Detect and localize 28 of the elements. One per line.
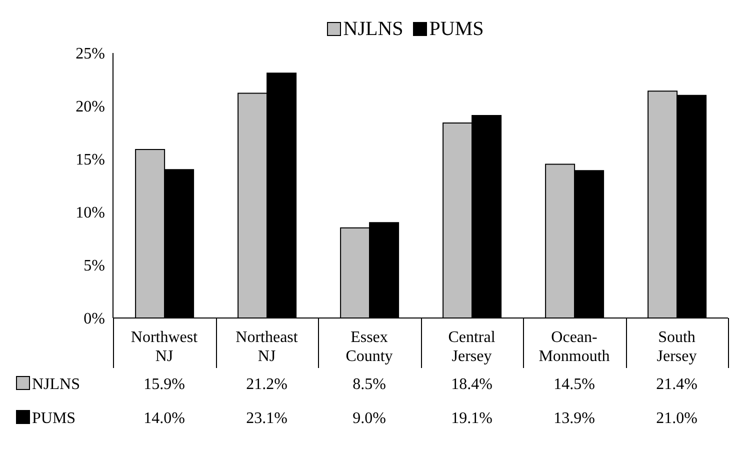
legend-label: PUMS [428, 18, 484, 40]
data-label: 21.4% [655, 376, 698, 394]
x-tick-label: Essex County [346, 329, 393, 365]
data-label: 14.5% [552, 376, 596, 394]
x-tick-label: South Jersey [656, 329, 697, 365]
y-tick-label: 5% [84, 258, 105, 275]
x-tick-label: Central Jersey [448, 329, 496, 365]
y-tick-label: 15% [76, 152, 105, 169]
text: NJLNS [32, 376, 80, 393]
data-label: 21.0% [655, 410, 698, 428]
data-label: 14.0% [142, 410, 186, 428]
text: PUMS [32, 410, 76, 427]
x-tick-label: Northeast NJ [236, 329, 298, 365]
data-label: 18.4% [450, 376, 494, 394]
data-label: 8.5% [352, 376, 387, 394]
data-label: 21.2% [245, 376, 288, 394]
x-tick-label: Ocean-Monmouth [538, 329, 610, 365]
legend-label: NJLNS [342, 18, 404, 40]
data-label: 9.0% [352, 410, 387, 428]
y-tick-label: 10% [76, 204, 105, 222]
data-label: 13.9% [552, 410, 596, 428]
data-label: 19.1% [450, 410, 494, 428]
y-tick-label: 20% [76, 98, 105, 116]
data-label: 15.9% [142, 376, 186, 394]
data-label: 23.1% [245, 410, 288, 428]
y-tick-label: 25% [76, 46, 105, 63]
x-tick-label: Northwest NJ [130, 329, 198, 365]
y-tick-label: 0% [84, 310, 105, 328]
